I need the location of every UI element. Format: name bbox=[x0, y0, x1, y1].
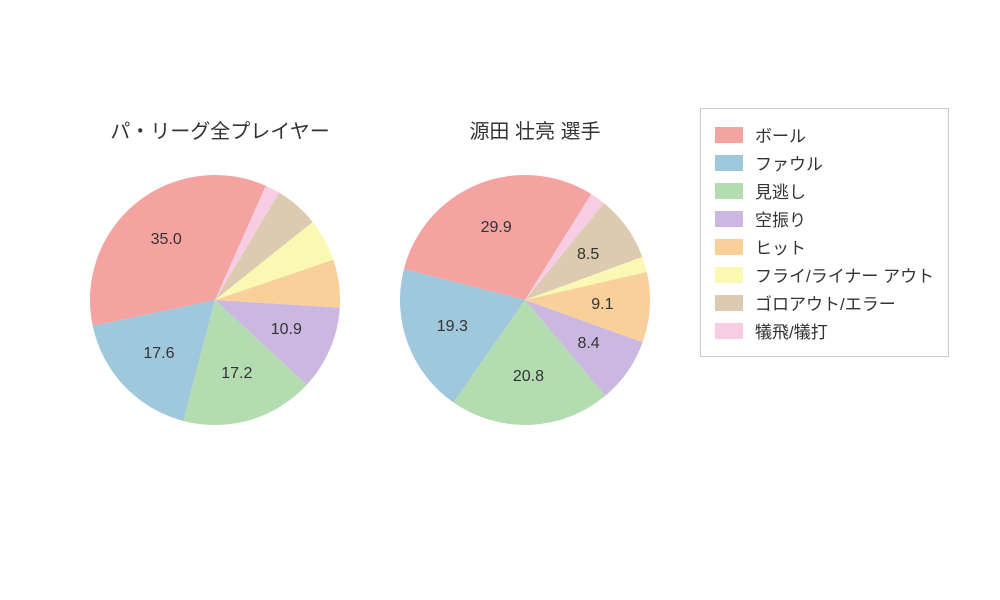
legend-item-ball: ボール bbox=[715, 122, 934, 147]
legend-label-flyout: フライ/ライナー アウト bbox=[755, 262, 934, 287]
pie-title-player: 源田 壮亮 選手 bbox=[440, 115, 630, 144]
legend-item-sac: 犠飛/犠打 bbox=[715, 318, 934, 343]
legend-label-sac: 犠飛/犠打 bbox=[755, 318, 828, 343]
legend-label-foul: ファウル bbox=[755, 150, 823, 175]
legend-item-flyout: フライ/ライナー アウト bbox=[715, 262, 934, 287]
slice-label-player-hit: 9.1 bbox=[591, 296, 613, 314]
legend-item-hit: ヒット bbox=[715, 234, 934, 259]
legend-swatch-flyout bbox=[715, 267, 743, 283]
slice-label-league-ball: 35.0 bbox=[151, 231, 182, 249]
slice-label-player-ball: 29.9 bbox=[481, 219, 512, 237]
legend-item-swing: 空振り bbox=[715, 206, 934, 231]
chart-container: パ・リーグ全プレイヤー 35.0 17.6 17.2 10.9 源田 壮亮 選手 29.9 1… bbox=[0, 0, 1000, 600]
slice-label-league-swing: 10.9 bbox=[271, 321, 302, 339]
legend-label-ball: ボール bbox=[755, 122, 806, 147]
legend-label-swing: 空振り bbox=[755, 206, 806, 231]
legend-item-groundout: ゴロアウト/エラー bbox=[715, 290, 934, 315]
slice-label-player-swing: 8.4 bbox=[577, 335, 599, 353]
legend-swatch-ball bbox=[715, 127, 743, 143]
legend-label-hit: ヒット bbox=[755, 234, 806, 259]
slice-label-league-look: 17.2 bbox=[221, 365, 252, 383]
legend-swatch-sac bbox=[715, 323, 743, 339]
legend-swatch-look bbox=[715, 183, 743, 199]
pie-league bbox=[88, 173, 342, 427]
pie-title-league: パ・リーグ全プレイヤー bbox=[105, 115, 335, 144]
slice-label-player-look: 20.8 bbox=[513, 368, 544, 386]
legend: ボールファウル見逃し空振りヒットフライ/ライナー アウトゴロアウト/エラー犠飛/… bbox=[700, 108, 949, 357]
slice-label-player-groundout: 8.5 bbox=[577, 246, 599, 264]
legend-swatch-foul bbox=[715, 155, 743, 171]
pie-player bbox=[398, 173, 652, 427]
legend-swatch-groundout bbox=[715, 295, 743, 311]
legend-item-look: 見逃し bbox=[715, 178, 934, 203]
legend-swatch-hit bbox=[715, 239, 743, 255]
legend-item-foul: ファウル bbox=[715, 150, 934, 175]
legend-swatch-swing bbox=[715, 211, 743, 227]
legend-label-groundout: ゴロアウト/エラー bbox=[755, 290, 896, 315]
slice-label-league-foul: 17.6 bbox=[143, 345, 174, 363]
slice-label-player-foul: 19.3 bbox=[437, 318, 468, 336]
legend-label-look: 見逃し bbox=[755, 178, 806, 203]
